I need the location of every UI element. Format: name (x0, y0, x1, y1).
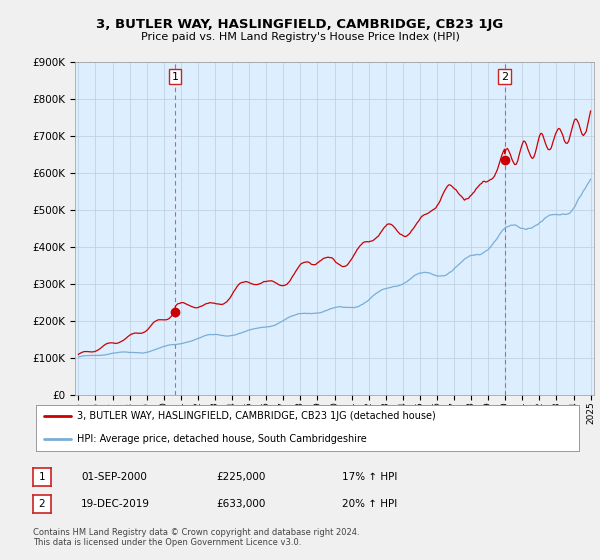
Text: 1: 1 (172, 72, 179, 82)
Text: 01-SEP-2000: 01-SEP-2000 (81, 472, 147, 482)
Text: 17% ↑ HPI: 17% ↑ HPI (342, 472, 397, 482)
Text: £225,000: £225,000 (216, 472, 265, 482)
Text: 2: 2 (501, 72, 508, 82)
Text: 20% ↑ HPI: 20% ↑ HPI (342, 499, 397, 509)
Text: 3, BUTLER WAY, HASLINGFIELD, CAMBRIDGE, CB23 1JG: 3, BUTLER WAY, HASLINGFIELD, CAMBRIDGE, … (97, 18, 503, 31)
Text: HPI: Average price, detached house, South Cambridgeshire: HPI: Average price, detached house, Sout… (77, 435, 367, 444)
Text: £633,000: £633,000 (216, 499, 265, 509)
Text: 19-DEC-2019: 19-DEC-2019 (81, 499, 150, 509)
Text: Price paid vs. HM Land Registry's House Price Index (HPI): Price paid vs. HM Land Registry's House … (140, 32, 460, 43)
Text: Contains HM Land Registry data © Crown copyright and database right 2024.
This d: Contains HM Land Registry data © Crown c… (33, 528, 359, 547)
Text: 1: 1 (38, 472, 46, 482)
Text: 2: 2 (38, 499, 46, 509)
Text: 3, BUTLER WAY, HASLINGFIELD, CAMBRIDGE, CB23 1JG (detached house): 3, BUTLER WAY, HASLINGFIELD, CAMBRIDGE, … (77, 412, 436, 421)
